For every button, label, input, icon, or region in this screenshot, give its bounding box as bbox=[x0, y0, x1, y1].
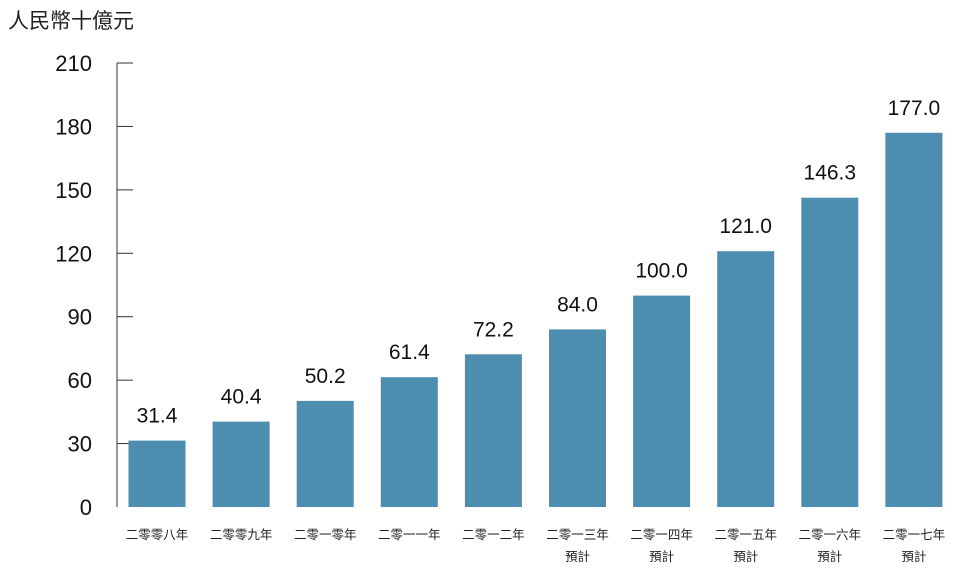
category-label-line: 預計 bbox=[733, 549, 758, 564]
bar-value-label: 146.3 bbox=[804, 162, 857, 185]
y-axis-tick-label: 210 bbox=[55, 51, 92, 76]
bar bbox=[296, 400, 354, 507]
bar-value-label: 84.0 bbox=[557, 293, 598, 316]
category-label-line: 二零一七年 bbox=[883, 527, 946, 542]
category-label-line: 二零一三年 bbox=[546, 527, 609, 542]
bar-value-label: 40.4 bbox=[221, 386, 262, 409]
x-axis-category-label: 二零一六年預計 bbox=[799, 527, 862, 564]
y-axis-tick-label: 180 bbox=[55, 114, 92, 139]
bar bbox=[128, 440, 186, 507]
bar-value-label: 50.2 bbox=[305, 365, 346, 388]
x-axis-category-label: 二零一七年預計 bbox=[883, 527, 946, 564]
bar-value-label: 100.0 bbox=[635, 260, 688, 283]
x-axis-category-label: 二零一零年 bbox=[294, 527, 357, 542]
y-axis-tick-label: 90 bbox=[68, 305, 92, 330]
x-axis-category-label: 二零一二年 bbox=[462, 527, 525, 542]
y-axis-tick-label: 30 bbox=[68, 432, 92, 457]
x-axis-category-label: 二零一四年預計 bbox=[630, 527, 693, 564]
x-axis-category-label: 二零零九年 bbox=[210, 527, 273, 542]
bar bbox=[717, 251, 775, 507]
y-axis-tick-label: 60 bbox=[68, 368, 92, 393]
y-axis-tick-label: 120 bbox=[55, 241, 92, 266]
y-axis-unit-label: 人民幣十億元 bbox=[8, 9, 134, 33]
bar bbox=[633, 295, 691, 507]
category-label-line: 二零一零年 bbox=[294, 527, 357, 542]
y-axis-tick-label: 150 bbox=[55, 178, 92, 203]
bar-value-label: 31.4 bbox=[137, 405, 178, 428]
data-labels: 31.4 40.4 50.2 61.4 72.2 84.0 100.0 121.0 146.3 1… bbox=[137, 97, 941, 428]
x-axis-category-label: 二零一一年 bbox=[378, 527, 441, 542]
category-label-line: 預計 bbox=[565, 549, 590, 564]
x-axis-category-label: 二零一三年預計 bbox=[546, 527, 609, 564]
category-label-line: 二零一五年 bbox=[714, 527, 777, 542]
bar bbox=[885, 132, 943, 508]
category-label-line: 預計 bbox=[901, 549, 926, 564]
category-label-line: 二零零九年 bbox=[210, 527, 273, 542]
category-label-line: 二零一六年 bbox=[799, 527, 862, 542]
y-axis-tick-label: 0 bbox=[80, 495, 92, 520]
bar-value-label: 121.0 bbox=[719, 215, 772, 238]
bar-value-label: 61.4 bbox=[389, 341, 430, 364]
category-label-line: 預計 bbox=[649, 549, 674, 564]
x-axis-category-labels: 二零零八年 二零零九年 二零一零年 二零一一年 二零一二年 二零一三年預計二零一四年預計二… bbox=[126, 527, 945, 564]
bar-value-label: 72.2 bbox=[473, 318, 514, 341]
y-axis: 0 30 60 90 120 150 180 210 bbox=[55, 51, 133, 520]
category-label-line: 預計 bbox=[817, 549, 842, 564]
x-axis-category-label: 二零一五年預計 bbox=[714, 527, 777, 564]
category-label-line: 二零零八年 bbox=[126, 527, 189, 542]
x-axis-category-label: 二零零八年 bbox=[126, 527, 189, 542]
category-label-line: 二零一一年 bbox=[378, 527, 441, 542]
bar bbox=[464, 354, 522, 507]
bar-value-label: 177.0 bbox=[888, 97, 941, 120]
category-label-line: 二零一四年 bbox=[630, 527, 693, 542]
bar bbox=[212, 421, 270, 507]
bar bbox=[549, 329, 606, 507]
bar bbox=[380, 377, 438, 507]
category-label-line: 二零一二年 bbox=[462, 527, 525, 542]
bars bbox=[128, 132, 943, 508]
bar bbox=[801, 197, 859, 507]
